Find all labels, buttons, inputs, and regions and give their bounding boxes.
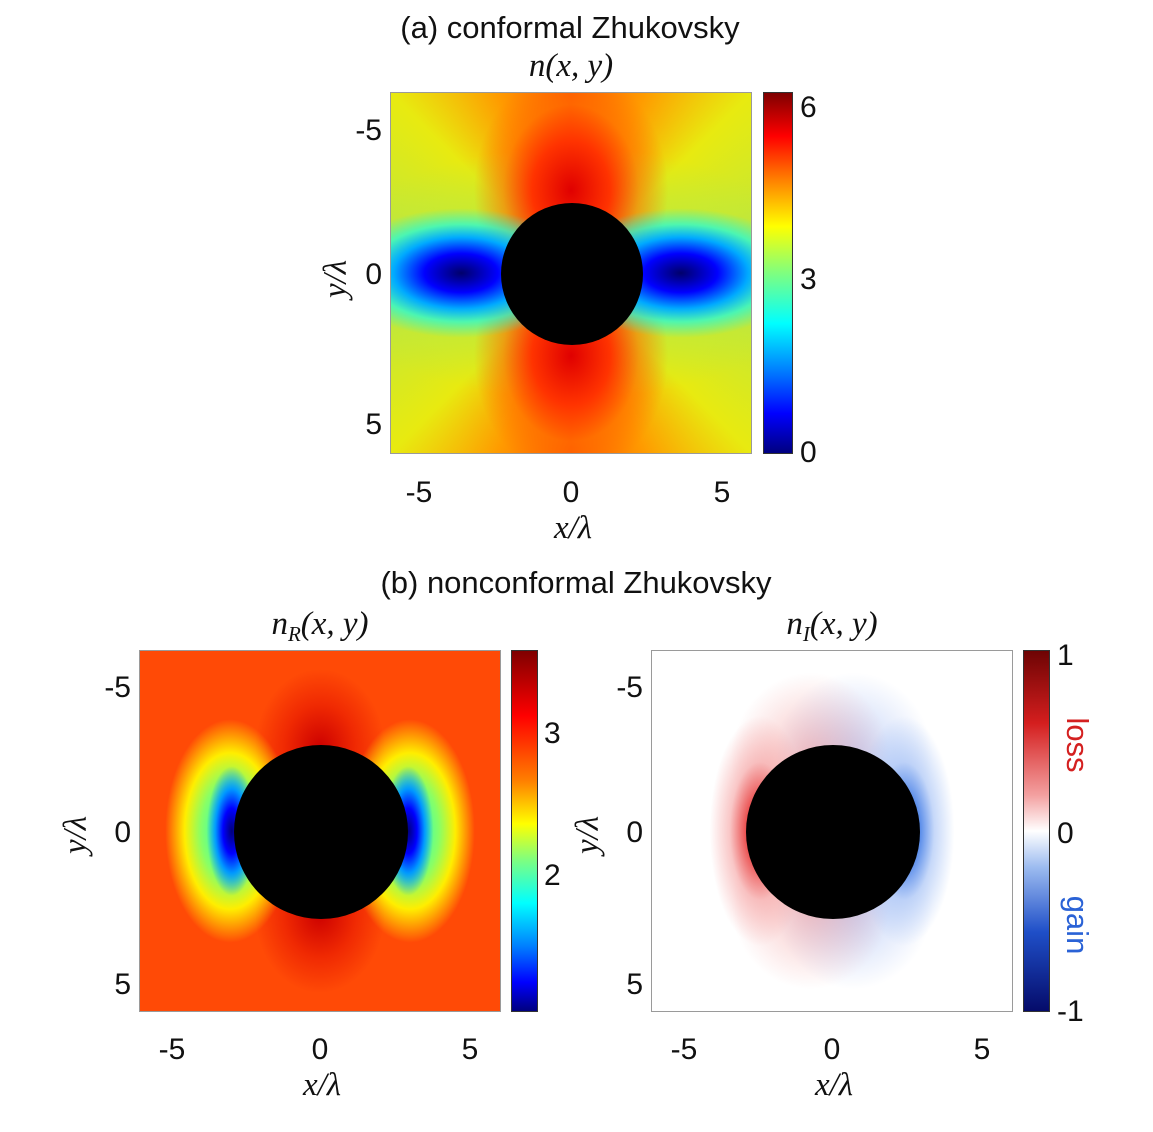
loss-label: loss [1060, 717, 1095, 773]
panel-b-right-ylabel: y/λ [569, 815, 606, 855]
panel-b-right-obstacle [746, 745, 920, 919]
panel-b-right-ytick: 5 [626, 968, 643, 1001]
panel-a-xtick: -5 [405, 476, 433, 509]
panel-b-right-ytick: -5 [616, 671, 643, 704]
panel-b-left-ytick: -5 [104, 671, 131, 704]
panel-b-right-title-sub: I [802, 622, 810, 646]
panel-b-right-xtick: 0 [823, 1033, 841, 1066]
panel-b-left-ytick: 5 [114, 968, 131, 1001]
panel-b-right-heatmap [651, 650, 1013, 1012]
panel-a-title-args: (x, y) [545, 48, 614, 84]
panel-b-right-xlabel: x/λ [814, 1067, 854, 1103]
panel-b-left-xtick: 0 [311, 1033, 329, 1066]
panel-b-left-title-base: n [271, 606, 288, 642]
panel-b-heading: (b) nonconformal Zhukovsky [380, 565, 772, 600]
panel-b-left-colorbar-tick: 3 [544, 717, 561, 750]
panel-b-left-xlabel: x/λ [302, 1067, 342, 1103]
panel-b-right-colorbar-tick: 0 [1057, 817, 1074, 850]
panel-b-right-colorbar-tick: 1 [1057, 639, 1074, 672]
panel-a-xlabel: x/λ [553, 510, 593, 546]
panel-a-xtick: 0 [562, 476, 580, 509]
panel-b-right-colorbar-tick: -1 [1057, 995, 1084, 1028]
panel-a-ytick: 5 [365, 408, 382, 441]
panel-b-left-heatmap [139, 650, 501, 1012]
panel-b-left-title-args: (x, y) [300, 606, 369, 642]
panel-b-left-title-sub: R [287, 622, 301, 646]
gain-label: gain [1060, 895, 1095, 955]
panel-a-obstacle [501, 203, 643, 345]
panel-b-right-title-base: n [786, 606, 803, 642]
panel-a-ytick: -5 [355, 114, 382, 147]
panel-a-colorbar-tick: 0 [800, 436, 817, 469]
panel-b-left-ytick: 0 [114, 816, 131, 849]
panel-a-colorbar-tick: 6 [800, 91, 817, 124]
panel-b-right-xtick: 5 [973, 1033, 991, 1066]
panel-a-colorbar-tick: 3 [800, 263, 817, 296]
panel-b-left-colorbar [511, 650, 538, 1012]
panel-a-ytick: 0 [365, 258, 382, 291]
panel-a-ylabel: y/λ [317, 259, 354, 299]
panel-b-right-xtick: -5 [670, 1033, 698, 1066]
panel-b-left-obstacle [234, 745, 408, 919]
panel-b-right-title-args: (x, y) [809, 606, 878, 642]
panel-a-title-base: n [528, 48, 546, 84]
panel-b-left-xtick: 5 [461, 1033, 479, 1066]
panel-b-right-ytick: 0 [626, 816, 643, 849]
panel-a-colorbar [763, 92, 793, 454]
panel-a-title: n(x, y) [529, 48, 613, 89]
panel-a-heatmap [390, 92, 752, 454]
panel-b-right-title: nI(x, y) [786, 606, 877, 647]
panel-a-xtick: 5 [713, 476, 731, 509]
panel-b-left-xtick: -5 [158, 1033, 186, 1066]
panel-a-heading: (a) conformal Zhukovsky [400, 10, 740, 45]
panel-b-left-ylabel: y/λ [57, 815, 94, 855]
panel-b-left-title: nR(x, y) [271, 606, 368, 647]
panel-b-right-colorbar [1023, 650, 1050, 1012]
panel-b-left-colorbar-tick: 2 [544, 859, 561, 892]
